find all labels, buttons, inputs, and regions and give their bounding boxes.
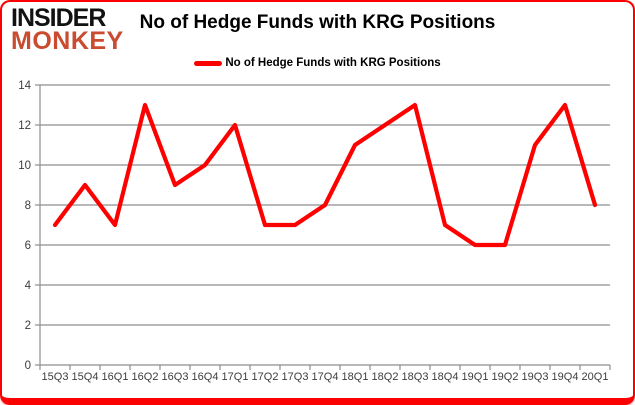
y-tick-label: 6 [25,240,31,252]
legend-line-swatch [194,60,223,66]
x-tick-label: 18Q3 [402,371,429,383]
logo-text-monkey: MONKEY [11,27,124,55]
y-tick-label: 4 [25,280,32,292]
x-tick-label: 17Q2 [252,371,279,383]
chart-title: No of Hedge Funds with KRG Positions [139,12,496,33]
x-tick-label: 16Q2 [132,371,159,383]
x-tick-label: 19Q3 [522,371,549,383]
y-tick-label: 12 [18,120,31,132]
x-tick-label: 17Q1 [222,371,249,383]
x-tick-label: 15Q3 [42,371,69,383]
y-tick-label: 10 [18,160,31,172]
x-tick-label: 19Q4 [552,371,579,383]
x-tick-label: 16Q1 [102,371,129,383]
y-tick-label: 2 [25,320,31,332]
x-tick-label: 18Q2 [372,371,399,383]
x-tick-label: 19Q1 [462,371,489,383]
series-line [52,102,598,248]
x-tick-label: 18Q4 [432,371,459,383]
y-tick-label: 0 [25,360,31,372]
x-tick-label: 20Q1 [582,371,609,383]
insider-monkey-logo: INSIDER MONKEY [11,4,124,55]
x-tick-label: 15Q4 [72,371,99,383]
logo-text-insider: INSIDER [11,4,106,32]
x-tick-label: 18Q1 [342,371,369,383]
x-tick-label: 19Q2 [492,371,519,383]
y-tick-label: 14 [18,80,31,92]
legend: No of Hedge Funds with KRG Positions [0,57,635,69]
x-tick-label: 16Q3 [162,371,189,383]
legend-label: No of Hedge Funds with KRG Positions [225,57,441,69]
x-tick-label: 17Q4 [312,371,339,383]
y-tick-label: 8 [25,200,31,212]
x-tick-label: 17Q3 [282,371,309,383]
x-tick-label: 16Q4 [192,371,219,383]
